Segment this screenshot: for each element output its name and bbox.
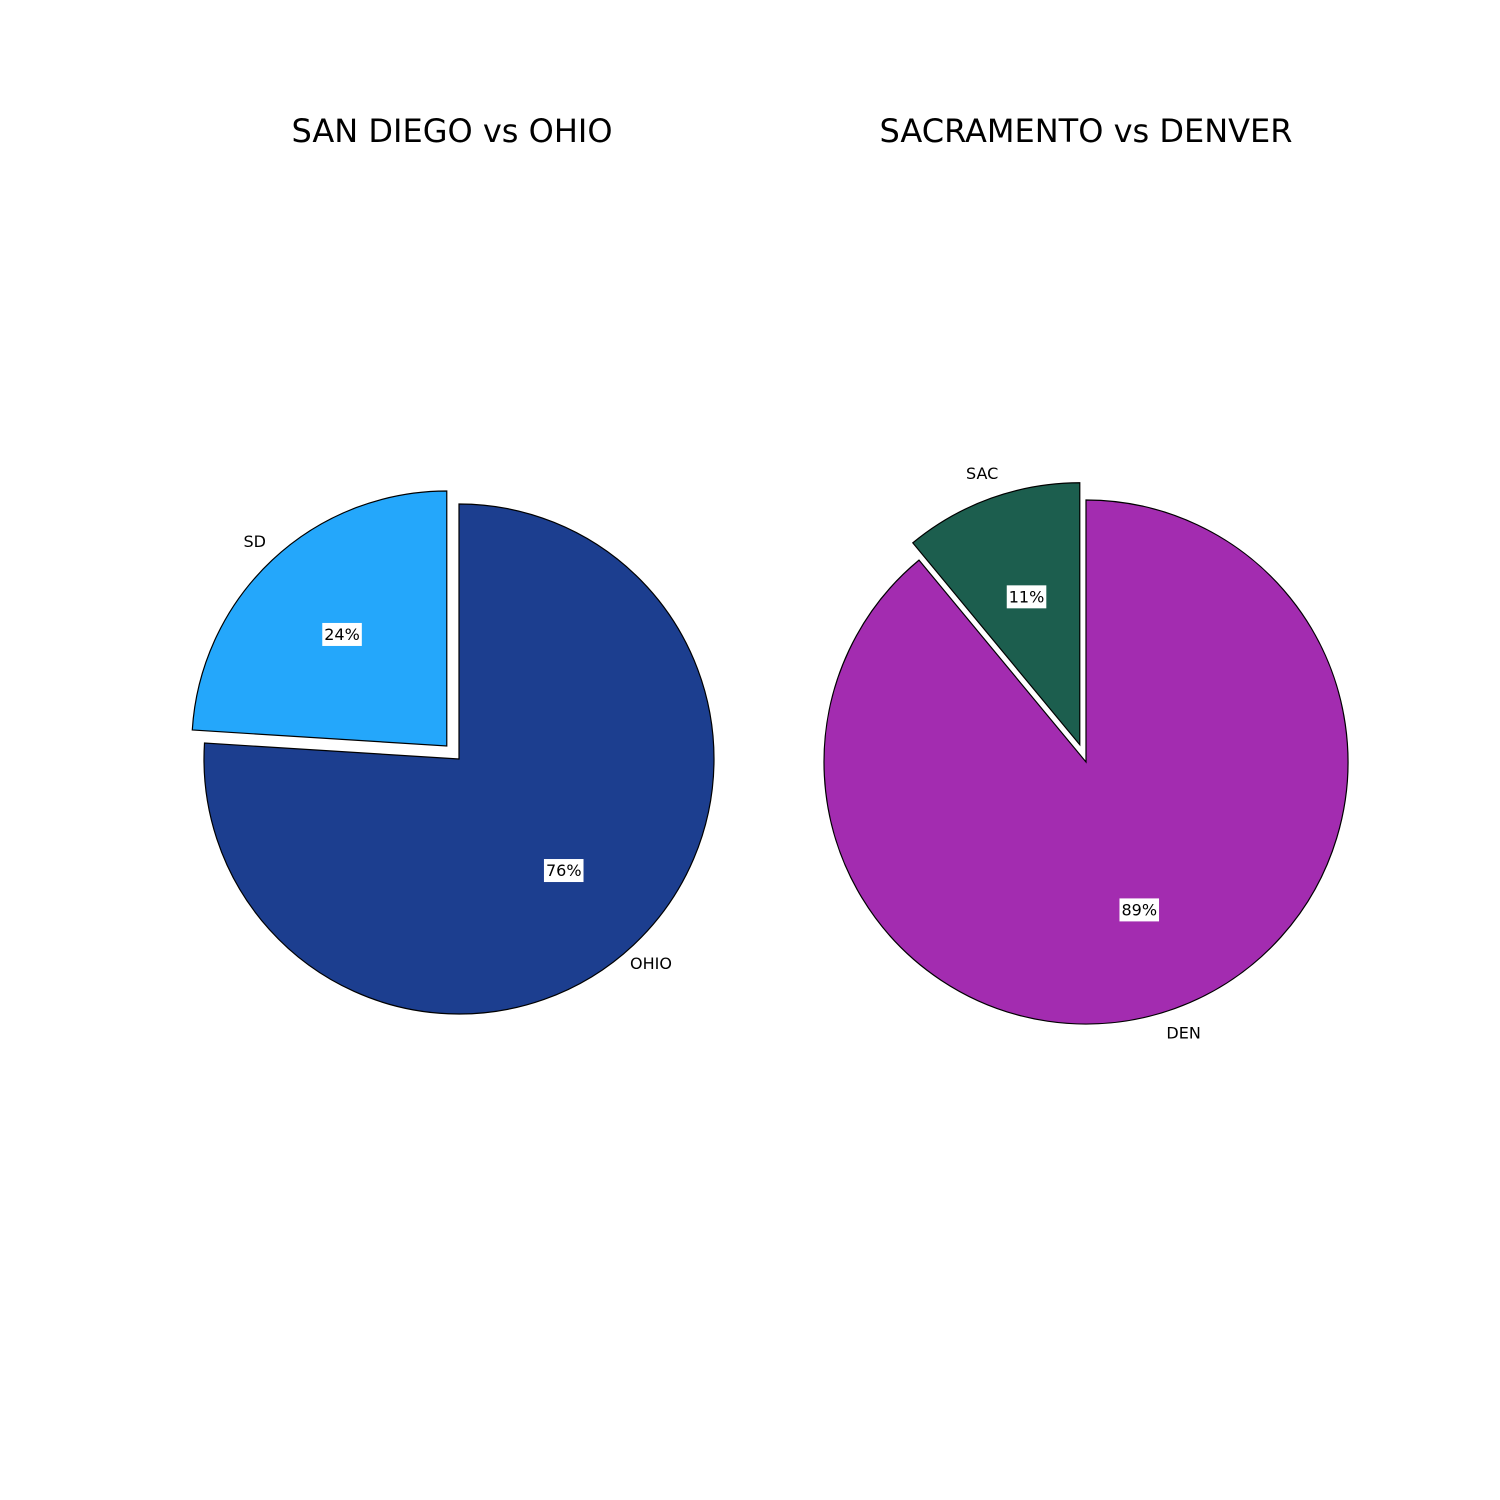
percent-label-sac-background <box>1006 585 1047 609</box>
percent-label-den-background <box>1119 898 1160 922</box>
slice-label-sd-background <box>241 530 269 554</box>
pie-slice-ohio <box>203 503 715 1015</box>
chart-title: SAN DIEGO vs OHIO <box>291 112 612 150</box>
slice-label-ohio: OHIO <box>630 954 672 973</box>
pie-slice-den <box>823 499 1349 1025</box>
percent-label-den: 89% <box>1121 900 1157 919</box>
slice-label-sd-box: SD <box>241 530 269 554</box>
percent-label-den-box: 89% <box>1119 898 1160 922</box>
pie-slice-sac <box>911 482 1081 747</box>
pie-labels: SD 24% OHIO 76% <box>241 530 674 975</box>
percent-label-ohio-background <box>543 859 584 883</box>
pie-chart-san-diego-vs-ohio: SAN DIEGO vs OHIO SD 24% OHIO 76% <box>191 112 715 1015</box>
percent-label-ohio: 76% <box>546 861 582 880</box>
percent-label-sac-box: 11% <box>1006 585 1047 609</box>
pie-slices <box>823 482 1349 1025</box>
slice-label-den-background <box>1164 1021 1203 1045</box>
pie-chart-sacramento-vs-denver: SACRAMENTO vs DENVER SAC 11% DEN 89% <box>823 112 1349 1045</box>
slice-label-den-box: DEN <box>1164 1021 1203 1045</box>
pie-labels: SAC 11% DEN 89% <box>964 462 1203 1045</box>
slice-label-sac: SAC <box>966 464 998 483</box>
percent-label-sd-box: 24% <box>322 622 362 646</box>
slice-label-sac-box: SAC <box>964 462 1001 486</box>
chart-title: SACRAMENTO vs DENVER <box>880 112 1293 150</box>
percent-label-sac: 11% <box>1009 587 1045 606</box>
percent-label-sd-background <box>322 622 362 646</box>
slice-label-ohio-box: OHIO <box>628 951 674 975</box>
pie-slice-sd <box>191 490 448 747</box>
slice-label-ohio-background <box>628 951 674 975</box>
percent-label-sd: 24% <box>324 625 360 644</box>
slice-label-den: DEN <box>1166 1024 1200 1043</box>
percent-label-ohio-box: 76% <box>543 859 584 883</box>
slice-label-sac-background <box>964 462 1001 486</box>
pie-slices <box>191 490 715 1015</box>
slice-label-sd: SD <box>244 532 266 551</box>
